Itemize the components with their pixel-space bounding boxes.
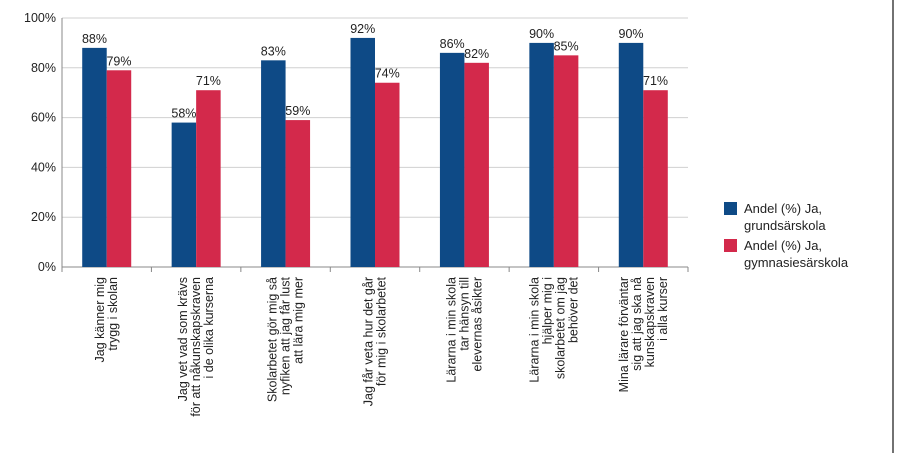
bar (350, 37, 375, 267)
bar (171, 122, 197, 267)
x-tick-label: Jag vet vad som krävs (176, 277, 190, 401)
bar (82, 47, 107, 267)
value-label: 71% (643, 74, 668, 88)
bar (285, 120, 311, 267)
y-tick-label: 20% (31, 210, 56, 224)
x-tick-label: Lärarna i min skola (444, 277, 458, 383)
x-tick-label: i de olika kurserna (202, 277, 216, 378)
x-tick-label: skolarbetet om jag (553, 277, 567, 379)
x-tick-label: elevernas åsikter (470, 277, 484, 372)
value-label: 92% (350, 22, 375, 36)
x-tick-label: för att nåkunskapskraven (189, 277, 203, 417)
bar (196, 90, 221, 268)
value-label: 71% (196, 74, 221, 88)
x-tick-label: behöver det (566, 276, 580, 343)
x-tick-label: för mig i skolarbetet (375, 276, 389, 386)
legend-label: Andel (%) Ja, grundsärskola (744, 201, 826, 233)
bar (618, 42, 644, 268)
y-tick-label: 80% (31, 61, 56, 75)
bar (464, 62, 489, 267)
legend-swatch (724, 202, 737, 215)
value-label: 90% (619, 27, 644, 41)
x-tick-label: nyfiken att jag får lust (279, 276, 293, 395)
value-label: 82% (464, 47, 489, 61)
x-tick-label: Skolarbetet gör mig så (266, 277, 280, 402)
value-label: 79% (106, 54, 131, 68)
bar (553, 55, 579, 267)
bar (439, 52, 465, 267)
bar (375, 82, 400, 268)
y-tick-label: 100% (24, 11, 56, 25)
x-tick-label: Jag känner mig (93, 277, 107, 363)
y-tick-label: 60% (31, 111, 56, 125)
x-tick-label: hjälper mig i (540, 277, 554, 344)
x-tick-label: att lära mig mer (292, 277, 306, 364)
x-tick-label: tar hänsyn till (457, 277, 471, 351)
value-label: 58% (171, 107, 196, 121)
y-tick-label: 40% (31, 160, 56, 174)
x-tick-label: Lärarna i min skola (527, 277, 541, 383)
value-label: 86% (440, 37, 465, 51)
x-tick-label: Mina lärare förväntar (617, 277, 631, 392)
bar (643, 90, 668, 268)
value-label: 83% (261, 44, 286, 58)
bar (261, 60, 286, 267)
value-label: 88% (82, 32, 107, 46)
x-tick-label: Jag får veta hur det går (362, 277, 376, 406)
value-label: 59% (285, 104, 310, 118)
y-tick-label: 0% (38, 260, 56, 274)
x-tick-label: sig att jag ska nå (630, 277, 644, 371)
bar (529, 42, 554, 268)
value-label: 90% (529, 27, 554, 41)
value-label: 74% (375, 67, 400, 81)
x-tick-label: kunskapskraven (643, 277, 657, 367)
legend-label: Andel (%) Ja, gymnasiesärskola (744, 238, 849, 270)
legend-swatch (724, 239, 737, 252)
x-tick-label: trygg i skolan (106, 277, 120, 351)
value-label: 85% (554, 39, 579, 53)
x-tick-label: i alla kurser (656, 277, 670, 341)
bar (106, 70, 132, 267)
